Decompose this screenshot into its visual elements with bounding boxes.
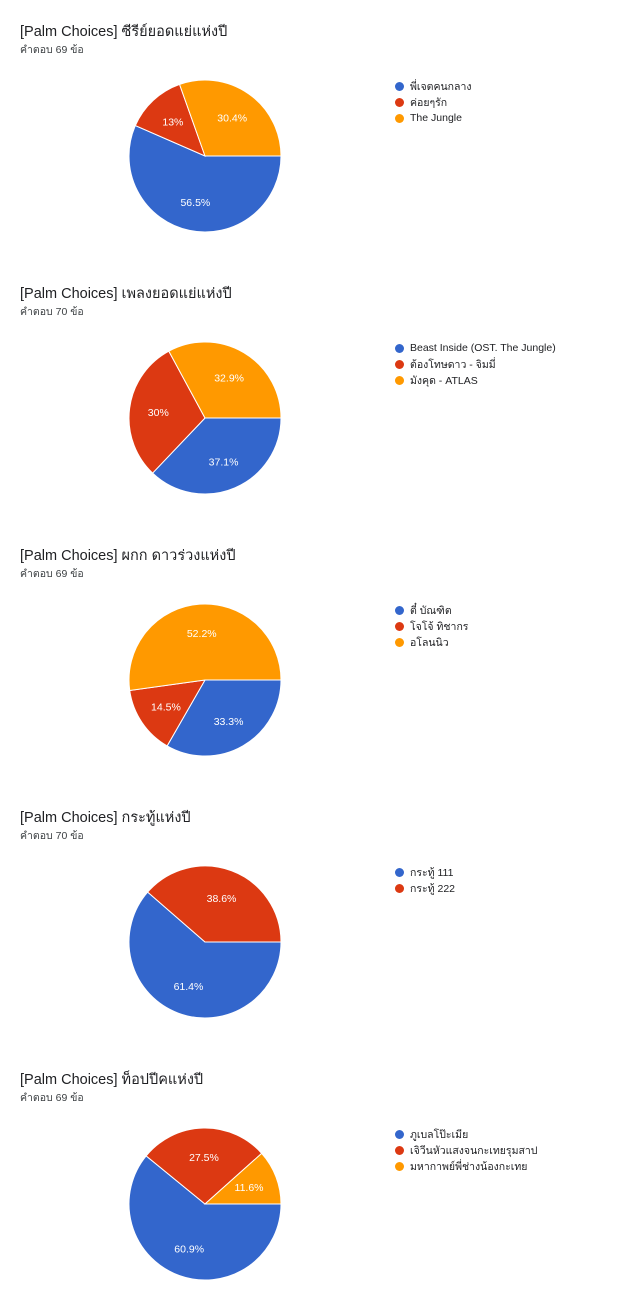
chart-section: [Palm Choices] กระทู้แห่งปีคำตอบ 70 ข้อ 6… — [0, 786, 624, 1048]
chart-legend: Beast Inside (OST. The Jungle) ต้องโทษดาว… — [395, 340, 556, 388]
legend-swatch — [395, 113, 404, 123]
pie-slice[interactable] — [151, 417, 282, 495]
legend-label: ต้องโทษดาว - จิมมี่ — [410, 358, 496, 371]
chart-title: [Palm Choices] ซีรีย์ยอดแย่แห่งปี — [20, 24, 228, 40]
legend-label: พี่เจตคนกลาง — [410, 80, 472, 93]
legend-swatch — [395, 1161, 404, 1171]
pie-slice[interactable] — [146, 865, 282, 943]
pie-chart: 37.1% 30% 32.9% — [128, 341, 282, 495]
legend-swatch — [395, 883, 404, 893]
legend-label: ภูเบลโป๊ะเมีย — [410, 1128, 469, 1141]
legend-label: โจโจ้ ทิชากร — [410, 620, 469, 633]
legend-swatch — [395, 637, 404, 647]
pie-slice[interactable] — [128, 1155, 282, 1281]
pie-slice[interactable] — [134, 83, 206, 157]
legend-swatch — [395, 375, 404, 385]
legend-swatch — [395, 867, 404, 877]
pie-slice[interactable] — [203, 1152, 282, 1205]
legend-label: ตี๋ บัณฑิต — [410, 604, 452, 617]
legend-item[interactable]: The Jungle — [395, 110, 472, 126]
slice-percent-label: 32.9% — [214, 373, 244, 385]
legend-item[interactable]: โจโจ้ ทิชากร — [395, 618, 468, 634]
chart-section: [Palm Choices] ท็อปปีคแห่งปีคำตอบ 69 ข้อ… — [0, 1048, 624, 1310]
legend-swatch — [395, 81, 404, 91]
slice-percent-label: 52.2% — [187, 628, 217, 640]
legend-item[interactable]: ภูเบลโป๊ะเมีย — [395, 1126, 537, 1142]
legend-label: อโลนนิว — [410, 636, 449, 649]
chart-legend: ตี๋ บัณฑิตโจโจ้ ทิชากรอโลนนิว — [395, 602, 468, 650]
chart-title: [Palm Choices] เพลงยอดแย่แห่งปี — [20, 286, 232, 302]
legend-item[interactable]: กระทู้ 222 — [395, 880, 455, 896]
legend-label: มหากาพย์พี่ช่างน้องกะเทย — [410, 1160, 528, 1173]
slice-percent-label: 14.5% — [151, 701, 181, 713]
chart-legend: กระทู้ 111 กระทู้ 222 — [395, 864, 455, 896]
slice-percent-label: 27.5% — [189, 1152, 219, 1164]
legend-swatch — [395, 343, 404, 353]
legend-swatch — [395, 1129, 404, 1139]
chart-legend: ภูเบลโป๊ะเมียเจิวีนหัวแสงจนกะเทยรุมสาปมห… — [395, 1126, 537, 1174]
pie-chart: 60.9% 27.5% 11.6% — [128, 1127, 282, 1281]
legend-item[interactable]: เจิวีนหัวแสงจนกะเทยรุมสาป — [395, 1142, 537, 1158]
legend-label: กระทู้ 222 — [410, 882, 455, 895]
slice-percent-label: 60.9% — [174, 1243, 204, 1255]
legend-item[interactable]: ต้องโทษดาว - จิมมี่ — [395, 356, 556, 372]
pie-chart: 61.4% 38.6% — [128, 865, 282, 1019]
pie-slice[interactable] — [129, 679, 206, 747]
chart-legend: พี่เจตคนกลางค่อยๆรัก The Jungle — [395, 78, 472, 126]
chart-title: [Palm Choices] ท็อปปีคแห่งปี — [20, 1072, 204, 1088]
legend-item[interactable]: กระทู้ 111 — [395, 864, 455, 880]
slice-percent-label: 33.3% — [214, 716, 244, 728]
legend-swatch — [395, 1145, 404, 1155]
legend-swatch — [395, 97, 404, 107]
chart-section: [Palm Choices] ผกก ดาวร่วงแห่งปีคำตอบ 69… — [0, 524, 624, 786]
legend-swatch — [395, 605, 404, 615]
chart-title: [Palm Choices] กระทู้แห่งปี — [20, 810, 191, 826]
slice-percent-label: 30.4% — [217, 113, 247, 125]
legend-item[interactable]: มังคุด - ATLAS — [395, 372, 556, 388]
chart-response-count: คำตอบ 69 ข้อ — [20, 1092, 84, 1104]
pie-slice[interactable] — [145, 1127, 263, 1205]
legend-label: กระทู้ 111 — [410, 866, 454, 879]
legend-item[interactable]: มหากาพย์พี่ช่างน้องกะเทย — [395, 1158, 537, 1174]
chart-response-count: คำตอบ 70 ข้อ — [20, 830, 84, 842]
slice-percent-label: 13% — [162, 117, 183, 129]
chart-title: [Palm Choices] ผกก ดาวร่วงแห่งปี — [20, 548, 236, 564]
slice-percent-label: 11.6% — [235, 1182, 264, 1194]
slice-percent-label: 30% — [148, 407, 169, 419]
slice-percent-label: 56.5% — [180, 197, 210, 209]
pie-slice[interactable] — [166, 679, 282, 757]
slice-percent-label: 61.4% — [174, 981, 204, 993]
chart-response-count: คำตอบ 69 ข้อ — [20, 44, 84, 56]
slice-percent-label: 38.6% — [207, 893, 237, 905]
legend-item[interactable]: พี่เจตคนกลาง — [395, 78, 472, 94]
legend-swatch — [395, 621, 404, 631]
pie-slice[interactable] — [168, 341, 282, 419]
legend-item[interactable]: ค่อยๆรัก — [395, 94, 472, 110]
pie-slice[interactable] — [128, 603, 282, 692]
legend-item[interactable]: อโลนนิว — [395, 634, 468, 650]
legend-label: ค่อยๆรัก — [410, 96, 448, 109]
slice-percent-label: 37.1% — [209, 456, 239, 468]
legend-swatch — [395, 359, 404, 369]
legend-label: เจิวีนหัวแสงจนกะเทยรุมสาป — [410, 1144, 538, 1157]
pie-chart: 56.5% 13% 30.4% — [128, 79, 282, 233]
pie-slice[interactable] — [128, 891, 282, 1019]
chart-response-count: คำตอบ 69 ข้อ — [20, 568, 84, 580]
chart-section: [Palm Choices] ซีรีย์ยอดแย่แห่งปีคำตอบ 6… — [0, 0, 624, 262]
pie-slice[interactable] — [178, 79, 282, 157]
pie-slice[interactable] — [128, 350, 206, 474]
legend-item[interactable]: ตี๋ บัณฑิต — [395, 602, 468, 618]
chart-section: [Palm Choices] เพลงยอดแย่แห่งปีคำตอบ 70 … — [0, 262, 624, 524]
chart-response-count: คำตอบ 70 ข้อ — [20, 306, 84, 318]
pie-chart: 33.3% 14.5% 52.2% — [128, 603, 282, 757]
legend-item[interactable]: Beast Inside (OST. The Jungle) — [395, 340, 556, 356]
legend-label: มังคุด - ATLAS — [410, 374, 478, 387]
legend-label: The Jungle — [410, 112, 462, 124]
pie-slice[interactable] — [128, 124, 282, 233]
legend-label: Beast Inside (OST. The Jungle) — [410, 342, 556, 354]
